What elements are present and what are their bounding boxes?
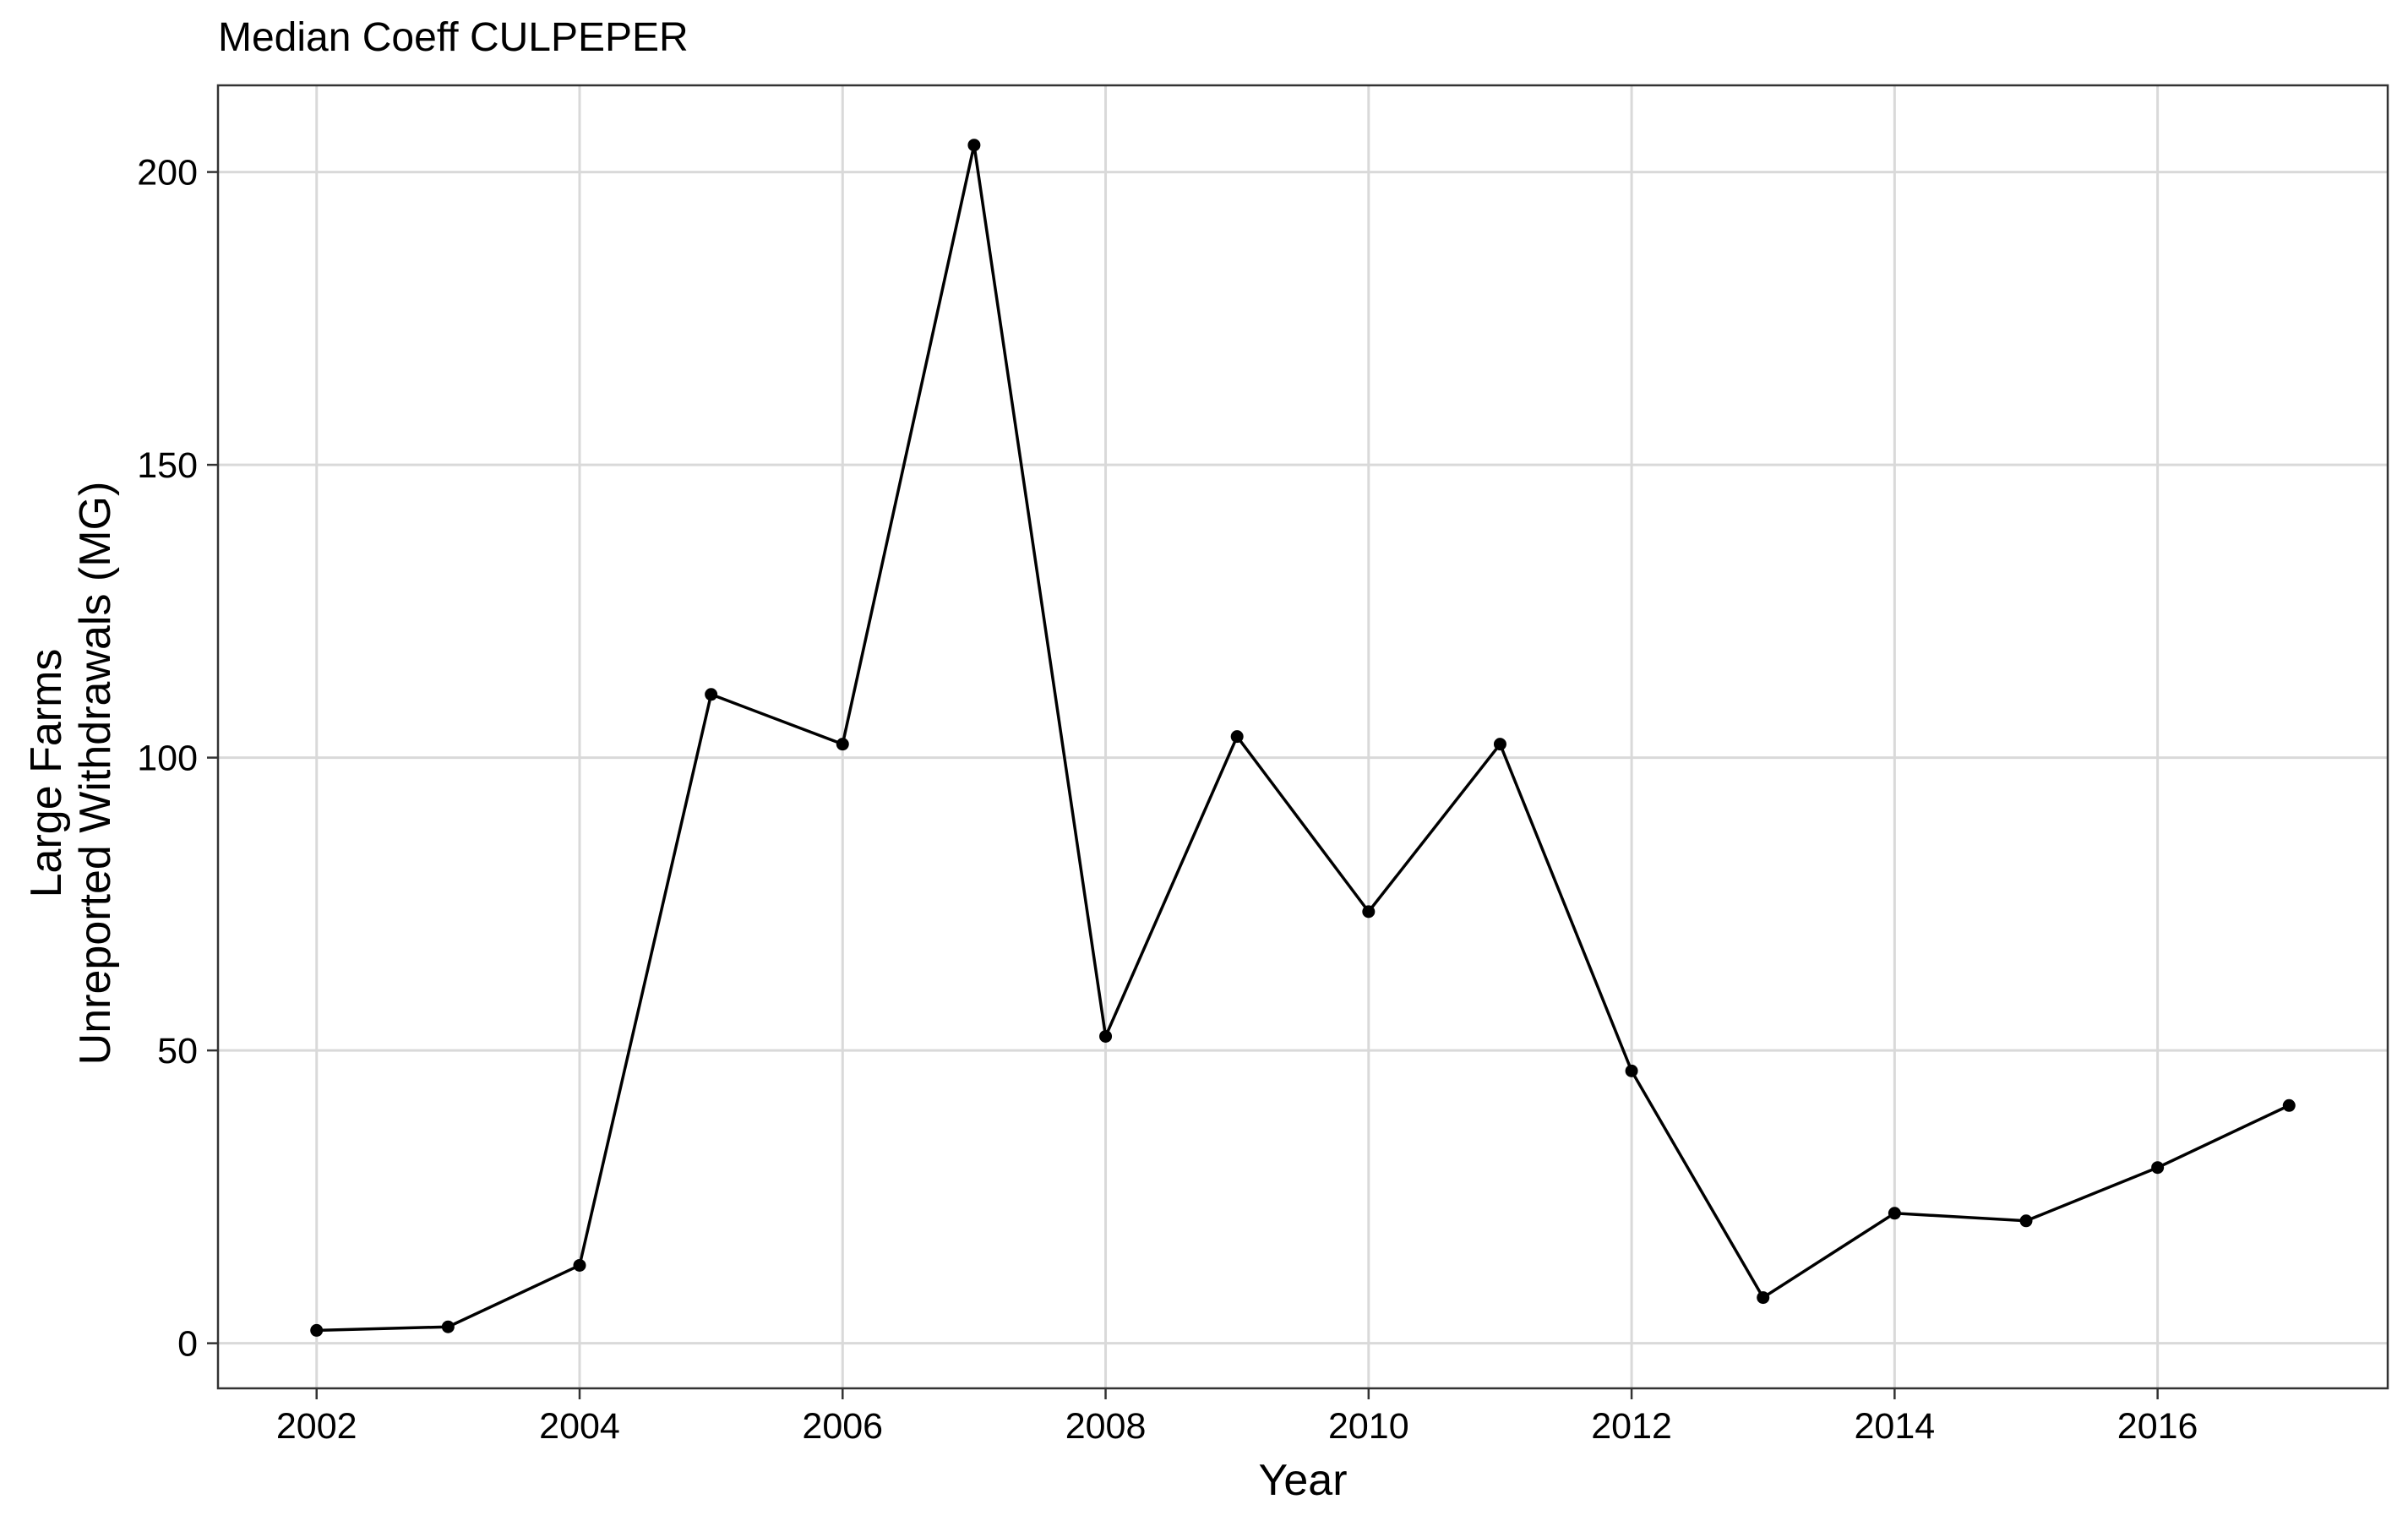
data-point-2007 xyxy=(967,139,981,152)
data-point-2017 xyxy=(2282,1098,2296,1112)
axis-layer: 2002 2004 2006 2008 2010 2012 2014 2016 0 50 100 15… xyxy=(137,84,2389,1447)
y-tick-label-150: 150 xyxy=(137,445,198,486)
data-point-2005 xyxy=(705,688,718,701)
data-point-2010 xyxy=(1362,905,1376,919)
y-axis-title-line-1: Large Farms xyxy=(22,649,71,898)
data-point-2012 xyxy=(1625,1064,1638,1077)
x-tick-label-2008: 2008 xyxy=(1065,1406,1147,1447)
x-tick-label-2010: 2010 xyxy=(1328,1406,1409,1447)
data-point-2016 xyxy=(2151,1161,2165,1175)
data-point-2006 xyxy=(836,738,849,751)
y-tick-label-100: 100 xyxy=(137,739,198,779)
data-point-2003 xyxy=(441,1320,455,1333)
x-tick-label-2004: 2004 xyxy=(539,1406,620,1447)
point-layer xyxy=(310,139,2296,1337)
grid-layer xyxy=(218,85,2388,1388)
data-point-2013 xyxy=(1757,1291,1770,1305)
x-tick-label-2006: 2006 xyxy=(802,1406,883,1447)
y-tick-label-0: 0 xyxy=(177,1324,198,1365)
data-point-2015 xyxy=(2019,1214,2033,1228)
chart-title: Median Coeff CULPEPER xyxy=(218,15,689,60)
data-point-2008 xyxy=(1099,1029,1113,1043)
data-point-2014 xyxy=(1888,1207,1901,1220)
data-point-2011 xyxy=(1493,738,1506,751)
data-point-2002 xyxy=(310,1323,324,1337)
x-tick-label-2012: 2012 xyxy=(1591,1406,1672,1447)
x-axis-title: Year xyxy=(1258,1456,1347,1505)
data-point-2009 xyxy=(1230,730,1244,744)
plot-border xyxy=(216,84,2389,1390)
series-line-0 xyxy=(316,144,2291,1333)
y-tick-label-50: 50 xyxy=(157,1031,198,1071)
x-tick-label-2016: 2016 xyxy=(2117,1406,2198,1447)
data-point-2004 xyxy=(573,1258,586,1272)
line-layer xyxy=(316,144,2291,1333)
x-tick-label-2014: 2014 xyxy=(1855,1406,1936,1447)
y-tick-label-200: 200 xyxy=(137,153,198,194)
y-axis-title-line-2: Unreported Withdrawals (MG) xyxy=(71,482,120,1066)
x-tick-label-2002: 2002 xyxy=(276,1406,357,1447)
